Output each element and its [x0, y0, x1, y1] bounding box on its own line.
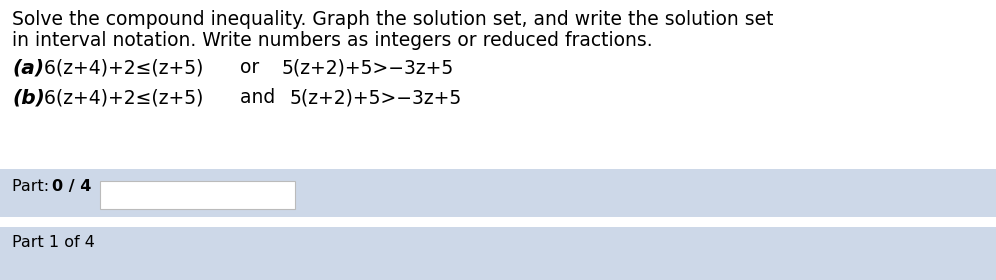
Text: (a): (a): [12, 58, 44, 77]
Text: in interval notation. Write numbers as integers or reduced fractions.: in interval notation. Write numbers as i…: [12, 31, 652, 50]
Text: 6(z+4)+2≤(z+5): 6(z+4)+2≤(z+5): [38, 58, 203, 77]
Text: or: or: [228, 58, 271, 77]
Text: Solve the compound inequality. Graph the solution set, and write the solution se: Solve the compound inequality. Graph the…: [12, 10, 774, 29]
FancyBboxPatch shape: [0, 227, 996, 280]
Text: 5(z+2)+5>−3z+5: 5(z+2)+5>−3z+5: [282, 58, 454, 77]
Text: 5(z+2)+5>−3z+5: 5(z+2)+5>−3z+5: [290, 88, 462, 107]
Text: 0 / 4: 0 / 4: [52, 179, 92, 194]
Text: (b): (b): [12, 88, 45, 107]
Text: and: and: [228, 88, 287, 107]
Text: 6(z+4)+2≤(z+5): 6(z+4)+2≤(z+5): [38, 88, 203, 107]
Text: Part:: Part:: [12, 179, 54, 194]
FancyBboxPatch shape: [100, 181, 295, 209]
Text: Part 1 of 4: Part 1 of 4: [12, 235, 95, 250]
FancyBboxPatch shape: [0, 169, 996, 217]
